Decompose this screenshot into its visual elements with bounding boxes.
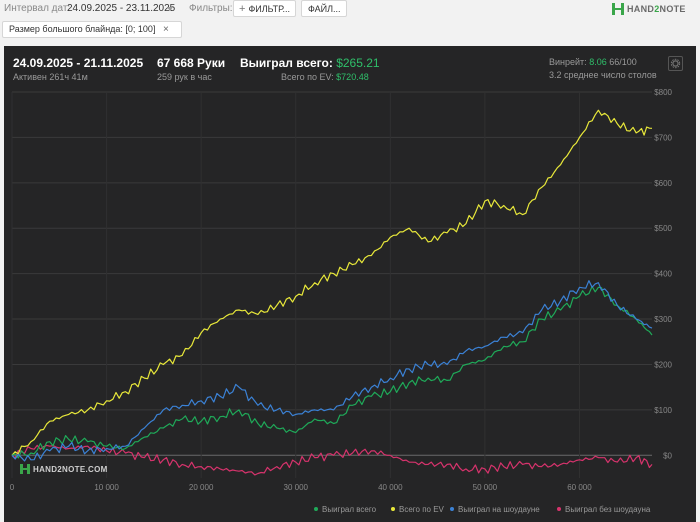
hand2note-logo: HAND2NOTE: [612, 2, 686, 16]
winrate: Винрейт: 8.06 66/100: [549, 57, 637, 67]
y-tick-label: $700: [654, 133, 672, 142]
chart-watermark: HAND2NOTE.COM: [20, 464, 108, 474]
series-line-total: [11, 285, 653, 459]
y-tick-label: $100: [654, 406, 672, 415]
y-tick-label: $200: [654, 360, 672, 369]
y-tick-label: $800: [654, 88, 672, 97]
hand2note-logo-icon: [612, 3, 624, 15]
avg-tables: 3.2 среднее число столов: [549, 70, 657, 80]
y-tick-label: $0: [663, 451, 672, 460]
x-tick-label: 40 000: [378, 483, 403, 492]
x-tick-label: 30 000: [284, 483, 309, 492]
date-range-label: Интервал дат:: [4, 3, 71, 14]
watermark-logo-icon: [20, 464, 30, 474]
profit-graph: $800 $700 $600 $500 $400 $300 $200 $100 $0 0 10 00…: [10, 88, 673, 492]
legend-nonshowdown[interactable]: Выиграл без шоудауна: [557, 503, 650, 515]
date-range-select[interactable]: 24.09.2025 - 23.11.2025: [67, 3, 176, 14]
legend-showdown-label: Выиграл на шоудауне: [458, 504, 540, 514]
filter-chip[interactable]: Размер большого блайнда: [0; 100] ×: [2, 21, 182, 38]
y-tick-label: $500: [654, 224, 672, 233]
watermark-text: HAND2NOTE.COM: [33, 464, 108, 474]
plus-icon: +: [239, 3, 246, 15]
y-tick-label: $400: [654, 270, 672, 279]
x-tick-label: 50 000: [473, 483, 498, 492]
legend-nonshowdown-label: Выиграл без шоудауна: [565, 504, 651, 514]
legend-ev-label: Всего по EV: [399, 504, 444, 514]
ev-total: Всего по EV: $720.48: [281, 72, 369, 82]
settings-gear-button[interactable]: [668, 56, 683, 71]
series-line-nonshowdown: [11, 444, 653, 476]
ev-total-value: $720.48: [336, 72, 369, 82]
x-tick-label: 20 000: [189, 483, 214, 492]
won-total: Выиграл всего: $265.21: [240, 56, 380, 70]
y-tick-label: $600: [654, 179, 672, 188]
legend-total[interactable]: Выиграл всего: [314, 503, 376, 515]
filter-chip-label: Размер большого блайнда: [0; 100]: [9, 24, 156, 34]
filters-label: Фильтры:: [189, 3, 233, 14]
winrate-suffix: 66/100: [609, 57, 637, 67]
winrate-value: 8.06: [589, 57, 607, 67]
add-filter-label: ФИЛЬТР...: [248, 4, 290, 14]
active-time: Активен 261ч 41м: [13, 72, 88, 82]
legend-total-label: Выиграл всего: [322, 504, 377, 514]
file-button-label: ФАЙЛ...: [308, 4, 341, 14]
gear-icon: [670, 58, 681, 69]
x-tick-label: 0: [10, 483, 15, 492]
graph-panel: 24.09.2025 - 21.11.2025 Активен 261ч 41м…: [4, 46, 696, 522]
x-tick-label: 60 000: [567, 483, 592, 492]
period-value: 24.09.2025 - 21.11.2025: [13, 56, 144, 70]
ev-total-label: Всего по EV:: [281, 72, 334, 82]
legend-nonshowdown-dot: [557, 507, 561, 511]
top-toolbar: Интервал дат: 24.09.2025 - 23.11.2025 Фи…: [0, 0, 700, 20]
legend-ev[interactable]: Всего по EV: [391, 503, 444, 515]
legend-total-dot: [314, 507, 318, 511]
add-filter-button[interactable]: + ФИЛЬТР...: [233, 0, 296, 17]
legend-ev-dot: [391, 507, 395, 511]
won-total-label: Выиграл всего:: [240, 56, 333, 70]
file-button[interactable]: ФАЙЛ...: [301, 0, 347, 17]
legend-showdown[interactable]: Выиграл на шоудауне: [450, 503, 540, 515]
winrate-label: Винрейт:: [549, 57, 587, 67]
close-icon[interactable]: ×: [163, 24, 169, 35]
hand2note-logo-text: HAND2NOTE: [627, 4, 686, 14]
hands-count: 67 668 Руки: [157, 56, 226, 70]
won-total-value: $265.21: [336, 56, 380, 70]
x-tick-label: 10 000: [94, 483, 119, 492]
series-line-ev: [11, 109, 653, 456]
legend-showdown-dot: [450, 507, 454, 511]
hands-per-hour: 259 рук в час: [157, 72, 212, 82]
y-tick-label: $300: [654, 315, 672, 324]
chevron-down-icon[interactable]: [167, 7, 173, 11]
series-line-showdown: [11, 280, 653, 462]
